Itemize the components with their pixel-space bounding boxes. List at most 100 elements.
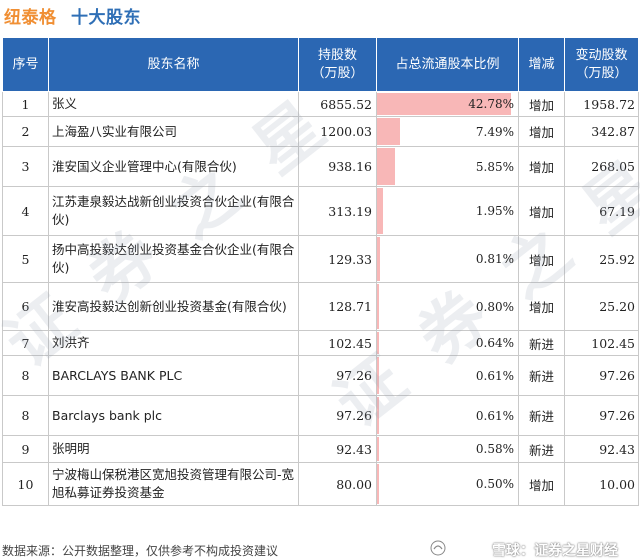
ratio-value: 0.61% <box>475 368 514 383</box>
ratio-value: 42.78% <box>468 97 514 111</box>
change-shares: 268.05 <box>564 146 639 187</box>
shares-held: 129.33 <box>298 235 377 283</box>
ratio-bar <box>377 237 380 281</box>
snowball-icon <box>430 540 446 556</box>
change-shares: 342.87 <box>564 116 639 147</box>
ratio-cell: 1.95% <box>376 186 519 236</box>
top-ten-shareholders-table: 序号 股东名称 持股数 （万股） 占总流通股本比例 增减 变动股数 （万股） 1… <box>2 37 639 506</box>
shareholder-name: 宁波梅山保税港区宽旭投资管理有限公司-宽旭私募证券投资基金 <box>48 462 299 506</box>
change-type: 增加 <box>518 146 565 187</box>
change-type: 增加 <box>518 282 565 331</box>
table-body: 1 张义 6855.52 42.78% 增加 1958.72 2 上海盈八实业有限公司 1200… <box>2 91 639 506</box>
change-type: 增加 <box>518 462 565 506</box>
row-index: 5 <box>2 235 49 283</box>
table-row: 5 扬中高投毅达创业投资基金合伙企业(有限合伙) 129.33 0.81% 增加 25.9… <box>2 235 639 283</box>
ratio-cell: 0.58% <box>376 435 519 463</box>
change-shares: 102.45 <box>564 330 639 356</box>
table-row: 2 上海盈八实业有限公司 1200.03 7.49% 增加 342.87 <box>2 116 639 147</box>
shares-held: 128.71 <box>298 282 377 331</box>
change-type: 增加 <box>518 91 565 117</box>
ratio-bar <box>377 148 396 185</box>
table-row: 3 淮安国义企业管理中心(有限合伙) 938.16 5.85% 增加 268.05 <box>2 146 639 187</box>
change-type: 新进 <box>518 355 565 396</box>
shareholder-name: 张明明 <box>48 435 299 463</box>
company-name: 纽泰格 <box>4 8 57 28</box>
col-header-delta-text: 变动股数 （万股） <box>575 47 628 81</box>
ratio-cell: 0.80% <box>376 282 519 331</box>
change-type: 增加 <box>518 186 565 236</box>
ratio-bar <box>377 332 379 354</box>
shares-held: 1200.03 <box>298 116 377 147</box>
table-row: 9 张明明 92.43 0.58% 新进 92.43 <box>2 435 639 463</box>
row-index: 4 <box>2 186 49 236</box>
shareholder-name: 淮安国义企业管理中心(有限合伙) <box>48 146 299 187</box>
row-index: 9 <box>2 435 49 463</box>
ratio-value: 1.95% <box>475 204 514 218</box>
table-header-row: 序号 股东名称 持股数 （万股） 占总流通股本比例 增减 变动股数 （万股） <box>2 37 639 92</box>
table-row: 8 Barclays bank plc 97.26 0.61% 新进 97.26 <box>2 395 639 436</box>
ratio-cell: 7.49% <box>376 116 519 147</box>
data-source-note: 数据来源：公开数据整理，仅供参考不构成投资建议 <box>2 544 279 558</box>
row-index: 8 <box>2 355 49 396</box>
ratio-value: 0.64% <box>475 336 514 350</box>
ratio-value: 5.85% <box>475 159 514 174</box>
row-index: 7 <box>2 330 49 356</box>
ratio-cell: 0.61% <box>376 395 519 436</box>
change-shares: 97.26 <box>564 355 639 396</box>
ratio-bar <box>377 93 511 115</box>
shares-held: 80.00 <box>298 462 377 506</box>
shares-held: 938.16 <box>298 146 377 187</box>
row-index: 1 <box>2 91 49 117</box>
ratio-value: 0.50% <box>475 477 514 491</box>
row-index: 6 <box>2 282 49 331</box>
ratio-value: 0.61% <box>475 408 514 423</box>
page-title: 十大股东 <box>71 8 141 28</box>
col-header-index: 序号 <box>2 37 49 92</box>
change-type: 新进 <box>518 435 565 463</box>
ratio-bar <box>377 118 401 145</box>
ratio-bar <box>377 188 384 234</box>
shares-held: 97.26 <box>298 395 377 436</box>
row-index: 2 <box>2 116 49 147</box>
shareholder-name: BARCLAYS BANK PLC <box>48 355 299 396</box>
ratio-value: 0.81% <box>475 252 514 266</box>
ratio-value: 0.58% <box>475 442 514 456</box>
shareholder-name: 淮安高投毅达创新创业投资基金(有限合伙) <box>48 282 299 331</box>
brand-label: 雪球：证券之星财经 <box>492 543 618 559</box>
shareholder-name: 江苏疌泉毅达战新创业投资合伙企业(有限合伙) <box>48 186 299 236</box>
ratio-cell: 0.61% <box>376 355 519 396</box>
shares-held: 102.45 <box>298 330 377 356</box>
ratio-bar <box>377 357 379 394</box>
ratio-bar <box>377 397 379 434</box>
shareholder-name: Barclays bank plc <box>48 395 299 436</box>
shares-held: 92.43 <box>298 435 377 463</box>
change-shares: 92.43 <box>564 435 639 463</box>
col-header-change: 增减 <box>518 37 565 92</box>
col-header-shares: 持股数 （万股） <box>298 37 377 92</box>
ratio-value: 7.49% <box>475 124 514 139</box>
change-type: 新进 <box>518 330 565 356</box>
ratio-bar <box>377 464 379 504</box>
ratio-value: 0.80% <box>475 299 514 314</box>
table-row: 4 江苏疌泉毅达战新创业投资合伙企业(有限合伙) 313.19 1.95% 增加 67.1… <box>2 186 639 236</box>
shareholder-name: 张义 <box>48 91 299 117</box>
col-header-name: 股东名称 <box>48 37 299 92</box>
ratio-cell: 0.64% <box>376 330 519 356</box>
change-shares: 10.00 <box>564 462 639 506</box>
shares-held: 6855.52 <box>298 91 377 117</box>
ratio-bar <box>377 437 379 461</box>
change-shares: 25.20 <box>564 282 639 331</box>
change-type: 新进 <box>518 395 565 436</box>
ratio-cell: 0.81% <box>376 235 519 283</box>
shares-held: 97.26 <box>298 355 377 396</box>
change-shares: 67.19 <box>564 186 639 236</box>
table-row: 1 张义 6855.52 42.78% 增加 1958.72 <box>2 91 639 117</box>
shareholder-name: 刘洪齐 <box>48 330 299 356</box>
footer: 数据来源：公开数据整理，仅供参考不构成投资建议 雪球：证券之星财经 <box>0 538 640 559</box>
shareholder-name: 上海盈八实业有限公司 <box>48 116 299 147</box>
ratio-cell: 0.50% <box>376 462 519 506</box>
row-index: 3 <box>2 146 49 187</box>
ratio-cell: 5.85% <box>376 146 519 187</box>
table-row: 7 刘洪齐 102.45 0.64% 新进 102.45 <box>2 330 639 356</box>
ratio-bar <box>377 284 380 329</box>
